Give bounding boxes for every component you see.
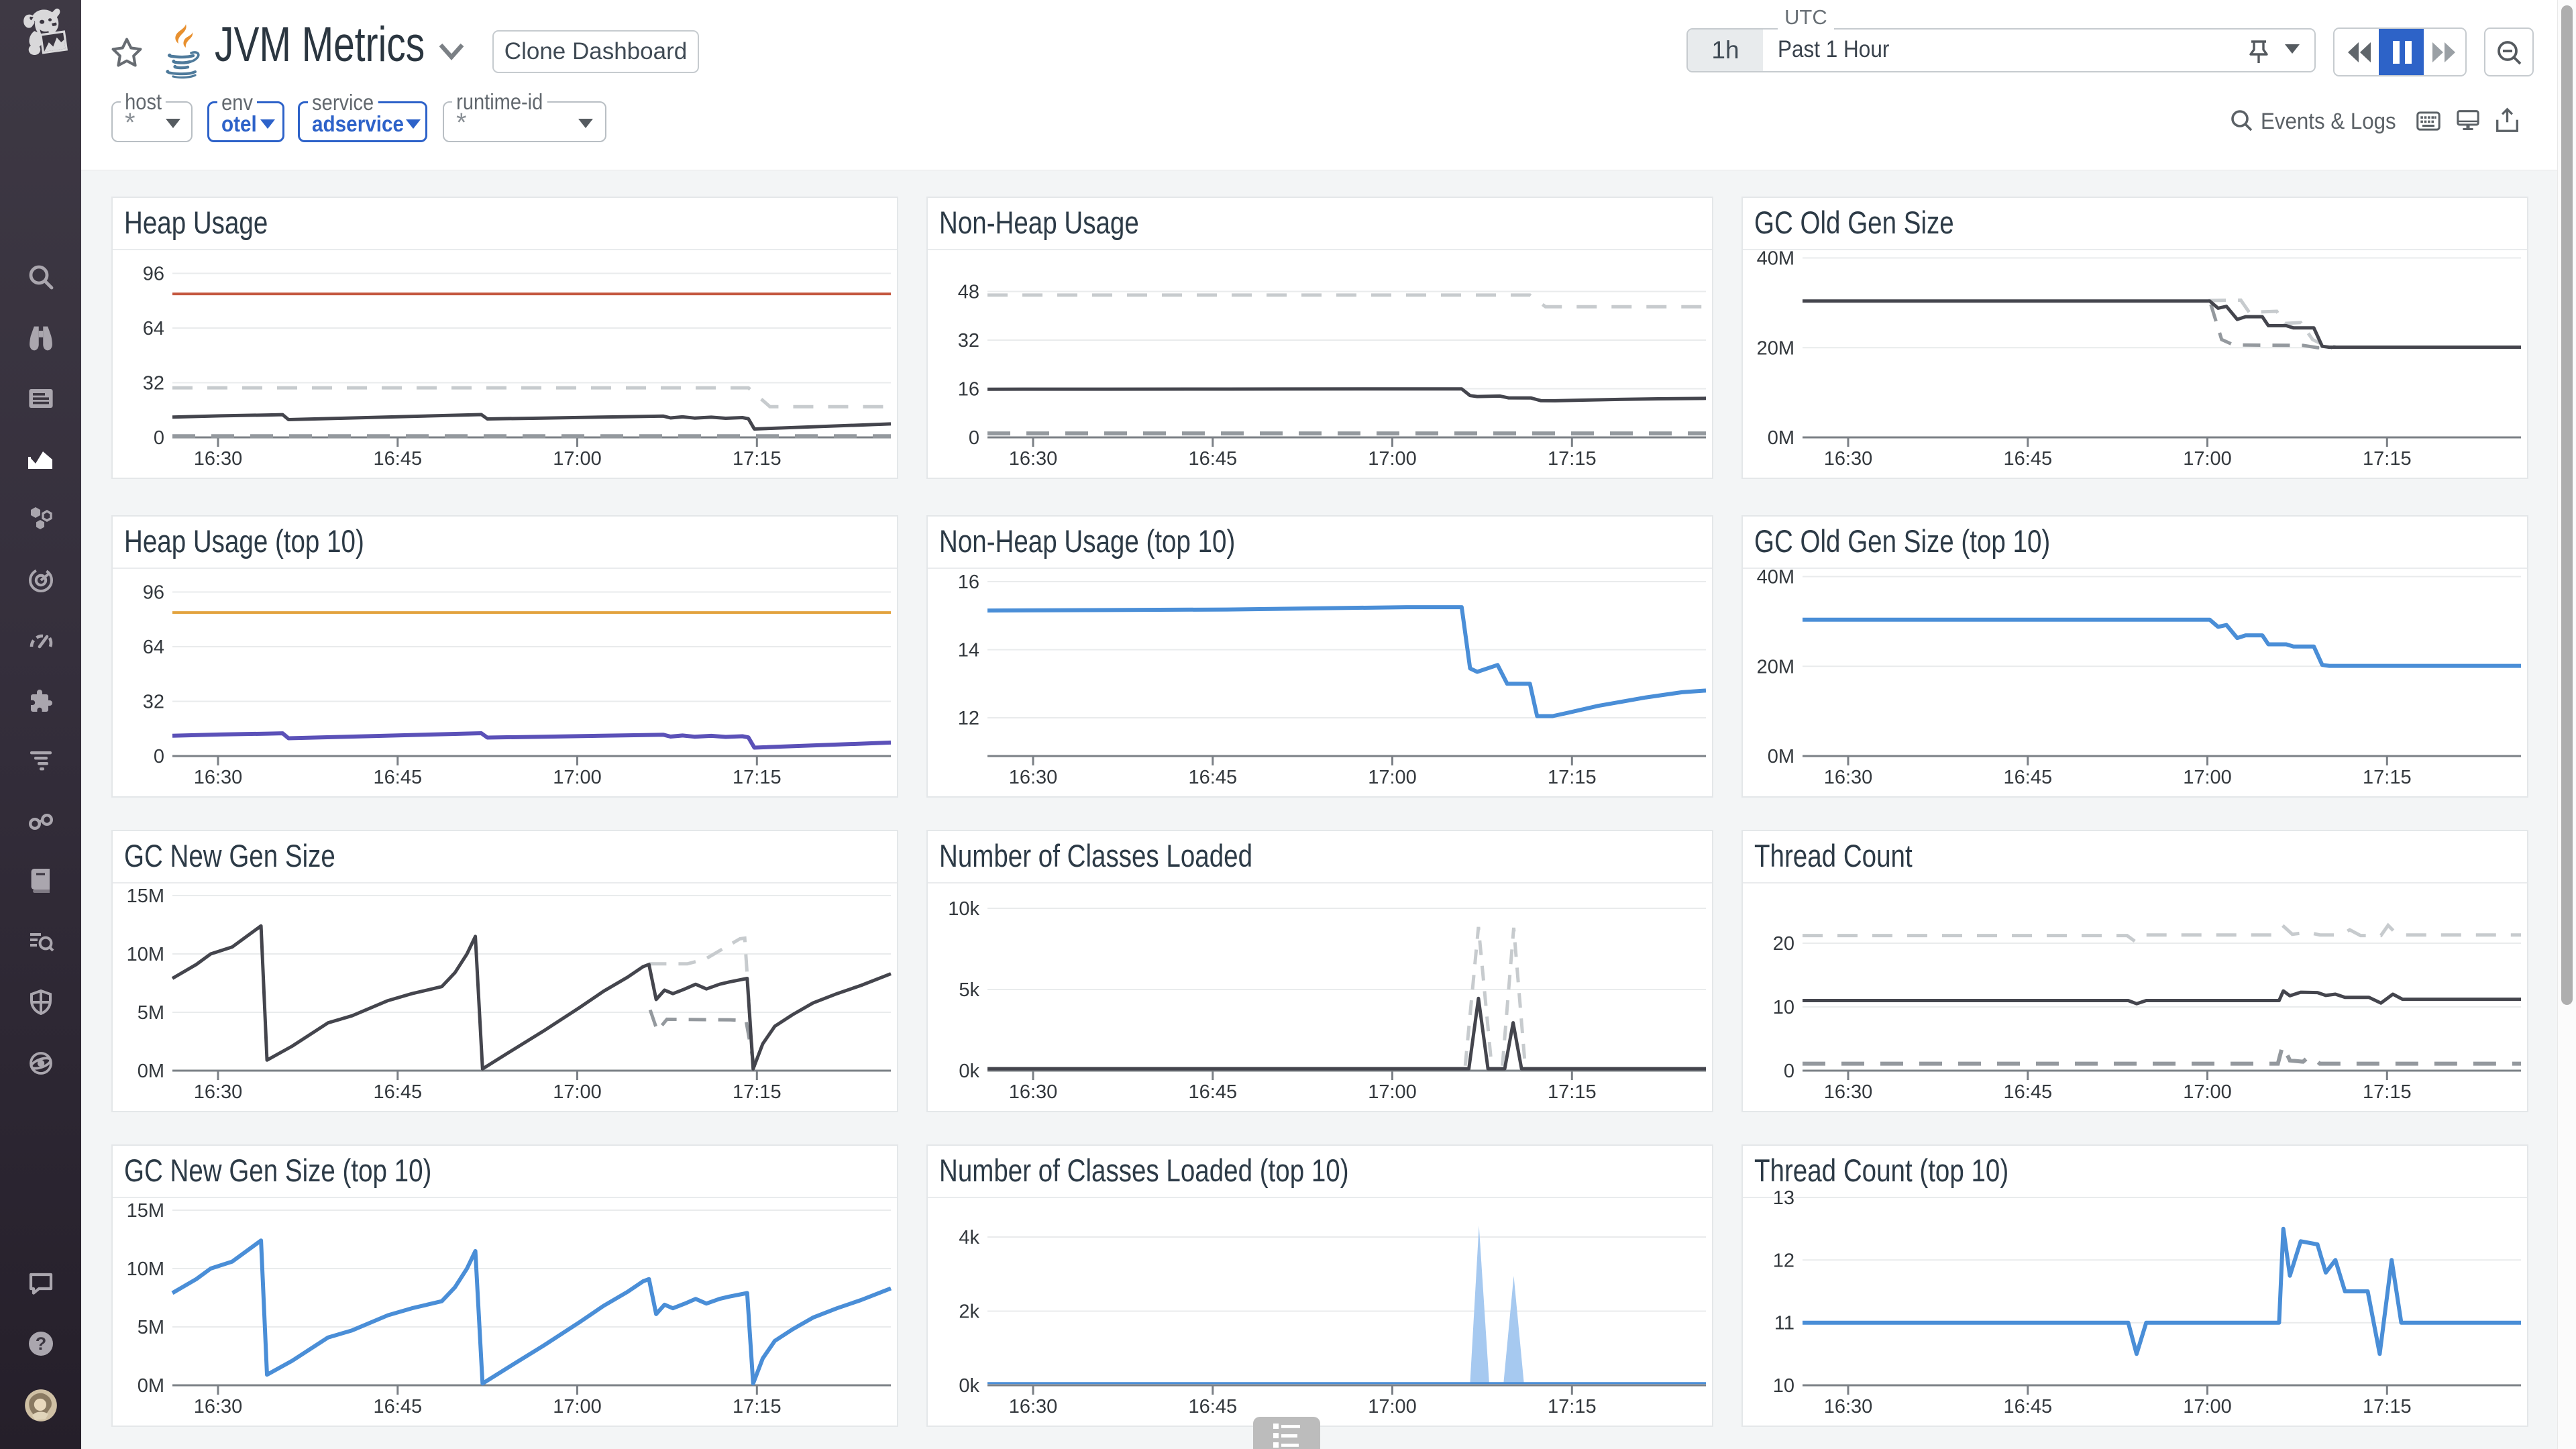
svg-text:16:45: 16:45 bbox=[2004, 1081, 2053, 1103]
svg-text:16:30: 16:30 bbox=[194, 1396, 243, 1417]
svg-text:0M: 0M bbox=[1768, 427, 1794, 449]
svg-text:13: 13 bbox=[1773, 1187, 1794, 1209]
svg-text:16:45: 16:45 bbox=[1189, 1081, 1238, 1103]
svg-text:32: 32 bbox=[143, 692, 164, 713]
svg-text:5k: 5k bbox=[959, 979, 979, 1001]
svg-text:16:45: 16:45 bbox=[374, 1396, 423, 1417]
svg-text:16:45: 16:45 bbox=[374, 1081, 423, 1103]
svg-text:16: 16 bbox=[958, 379, 979, 400]
svg-text:17:00: 17:00 bbox=[1368, 767, 1417, 788]
svg-text:0: 0 bbox=[969, 427, 979, 449]
svg-text:0M: 0M bbox=[138, 1375, 164, 1397]
svg-text:11: 11 bbox=[1774, 1313, 1794, 1334]
svg-text:10k: 10k bbox=[948, 898, 979, 920]
svg-text:16:45: 16:45 bbox=[374, 767, 423, 788]
svg-text:15M: 15M bbox=[127, 1200, 164, 1222]
svg-text:0: 0 bbox=[154, 427, 164, 449]
svg-text:0: 0 bbox=[154, 746, 164, 767]
svg-text:32: 32 bbox=[958, 330, 979, 352]
svg-text:64: 64 bbox=[143, 637, 164, 658]
svg-text:17:15: 17:15 bbox=[1548, 767, 1597, 788]
svg-text:16:45: 16:45 bbox=[2004, 767, 2053, 788]
svg-text:17:15: 17:15 bbox=[2363, 767, 2412, 788]
svg-text:10M: 10M bbox=[127, 1258, 164, 1280]
svg-text:0M: 0M bbox=[1768, 746, 1794, 767]
svg-text:17:15: 17:15 bbox=[733, 767, 782, 788]
svg-text:16:30: 16:30 bbox=[194, 448, 243, 470]
svg-text:17:00: 17:00 bbox=[2183, 1081, 2232, 1103]
svg-text:20: 20 bbox=[1773, 933, 1794, 955]
svg-text:17:00: 17:00 bbox=[1368, 448, 1417, 470]
svg-text:16:30: 16:30 bbox=[1824, 1081, 1873, 1103]
svg-text:17:00: 17:00 bbox=[553, 1081, 602, 1103]
svg-text:16:30: 16:30 bbox=[1009, 1081, 1058, 1103]
svg-text:17:15: 17:15 bbox=[2363, 1081, 2412, 1103]
svg-text:?: ? bbox=[35, 1334, 46, 1354]
svg-text:16:45: 16:45 bbox=[2004, 1396, 2053, 1417]
svg-text:17:00: 17:00 bbox=[553, 1396, 602, 1417]
svg-text:12: 12 bbox=[958, 708, 979, 729]
svg-text:17:15: 17:15 bbox=[2363, 1396, 2412, 1417]
svg-text:16:45: 16:45 bbox=[1189, 448, 1238, 470]
svg-text:32: 32 bbox=[143, 373, 164, 394]
svg-text:17:15: 17:15 bbox=[1548, 1081, 1597, 1103]
svg-text:40M: 40M bbox=[1757, 567, 1794, 588]
svg-text:20M: 20M bbox=[1757, 656, 1794, 678]
svg-text:17:00: 17:00 bbox=[2183, 767, 2232, 788]
svg-text:5M: 5M bbox=[138, 1002, 164, 1024]
svg-text:0M: 0M bbox=[138, 1061, 164, 1082]
svg-text:0k: 0k bbox=[959, 1375, 979, 1397]
svg-text:17:00: 17:00 bbox=[2183, 1396, 2232, 1417]
svg-text:15M: 15M bbox=[127, 885, 164, 907]
svg-text:17:15: 17:15 bbox=[733, 1396, 782, 1417]
svg-text:12: 12 bbox=[1773, 1250, 1794, 1271]
svg-text:17:00: 17:00 bbox=[1368, 1396, 1417, 1417]
svg-text:16:30: 16:30 bbox=[1824, 767, 1873, 788]
svg-text:17:15: 17:15 bbox=[1548, 1396, 1597, 1417]
svg-text:16:30: 16:30 bbox=[1009, 767, 1058, 788]
svg-text:17:00: 17:00 bbox=[553, 448, 602, 470]
svg-text:16:30: 16:30 bbox=[1009, 448, 1058, 470]
svg-text:48: 48 bbox=[958, 282, 979, 303]
svg-text:17:15: 17:15 bbox=[733, 448, 782, 470]
svg-text:16:45: 16:45 bbox=[374, 448, 423, 470]
svg-text:40M: 40M bbox=[1757, 248, 1794, 270]
svg-text:10: 10 bbox=[1773, 997, 1794, 1018]
svg-text:0k: 0k bbox=[959, 1061, 979, 1082]
svg-text:17:15: 17:15 bbox=[2363, 448, 2412, 470]
svg-text:10: 10 bbox=[1773, 1375, 1794, 1397]
svg-text:96: 96 bbox=[143, 264, 164, 285]
svg-text:16:30: 16:30 bbox=[194, 767, 243, 788]
svg-text:17:15: 17:15 bbox=[733, 1081, 782, 1103]
svg-text:16:30: 16:30 bbox=[1824, 448, 1873, 470]
svg-text:10M: 10M bbox=[127, 944, 164, 965]
svg-text:16:30: 16:30 bbox=[1824, 1396, 1873, 1417]
svg-text:17:00: 17:00 bbox=[2183, 448, 2232, 470]
svg-text:5M: 5M bbox=[138, 1317, 164, 1338]
svg-text:0: 0 bbox=[1784, 1061, 1794, 1082]
svg-text:17:00: 17:00 bbox=[1368, 1081, 1417, 1103]
svg-text:16:45: 16:45 bbox=[1189, 1396, 1238, 1417]
svg-text:16:30: 16:30 bbox=[1009, 1396, 1058, 1417]
svg-text:2k: 2k bbox=[959, 1301, 979, 1323]
svg-text:16:30: 16:30 bbox=[194, 1081, 243, 1103]
svg-text:16:45: 16:45 bbox=[1189, 767, 1238, 788]
svg-text:17:00: 17:00 bbox=[553, 767, 602, 788]
svg-text:14: 14 bbox=[958, 640, 979, 661]
svg-text:16: 16 bbox=[958, 572, 979, 593]
svg-text:64: 64 bbox=[143, 318, 164, 339]
svg-text:20M: 20M bbox=[1757, 337, 1794, 359]
svg-text:17:15: 17:15 bbox=[1548, 448, 1597, 470]
svg-text:96: 96 bbox=[143, 582, 164, 604]
svg-text:16:45: 16:45 bbox=[2004, 448, 2053, 470]
svg-text:4k: 4k bbox=[959, 1227, 979, 1248]
